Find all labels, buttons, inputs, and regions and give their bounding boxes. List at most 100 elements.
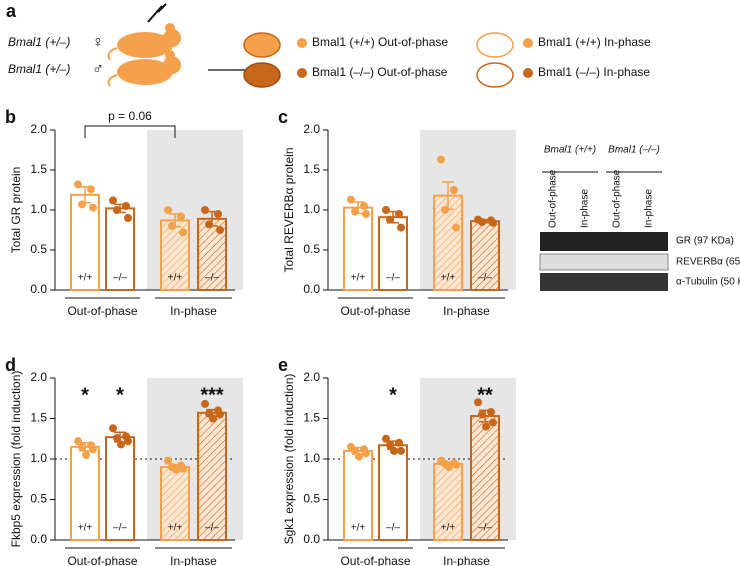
data-point xyxy=(347,195,355,204)
category-label: –/– xyxy=(386,273,400,284)
data-point xyxy=(478,410,486,419)
blot-lane: In-phase xyxy=(580,189,591,228)
data-point xyxy=(386,215,394,224)
bar xyxy=(470,415,500,542)
data-point xyxy=(78,442,86,451)
data-point xyxy=(487,408,495,417)
data-point xyxy=(177,212,185,221)
data-point xyxy=(117,440,125,449)
syringe-icon xyxy=(147,3,167,23)
data-point xyxy=(179,464,187,473)
category-label: +/+ xyxy=(351,273,366,284)
y-tick-label: 1.5 xyxy=(30,162,47,176)
parent-sex: ♂ xyxy=(92,61,104,78)
data-point xyxy=(489,418,497,427)
data-point xyxy=(164,206,172,214)
legend-label: Bmal1 (+/+) Out-of-phase xyxy=(312,35,448,49)
y-axis-label: Total REVERBα protein xyxy=(282,148,296,273)
legend-dot xyxy=(523,38,533,48)
category-label: –/– xyxy=(478,273,492,284)
data-point xyxy=(122,202,130,210)
data-point xyxy=(124,214,132,222)
blot-band-label: α-Tubulin (50 KDa) xyxy=(676,277,740,288)
data-point xyxy=(201,206,209,214)
y-axis-label: Total GR protein xyxy=(9,167,23,254)
y-tick-label: 1.5 xyxy=(303,411,320,425)
data-point xyxy=(124,437,132,446)
data-point xyxy=(382,434,390,443)
data-point xyxy=(214,210,222,218)
category-label: +/+ xyxy=(351,523,366,534)
significance: * xyxy=(81,384,89,406)
significance: *** xyxy=(200,384,224,406)
y-tick-label: 0.0 xyxy=(303,532,320,546)
blot-lane: In-phase xyxy=(644,189,655,228)
data-point xyxy=(89,445,97,454)
y-tick-label: 1.0 xyxy=(30,451,47,465)
blot-band-label: GR (97 KDa) xyxy=(676,236,734,247)
data-point xyxy=(360,202,368,210)
western-blot xyxy=(539,232,669,291)
data-point xyxy=(445,463,453,472)
y-tick-label: 2.0 xyxy=(30,370,47,384)
annotation: p = 0.06 xyxy=(108,109,152,123)
panel-letter: e xyxy=(278,355,288,375)
bar xyxy=(343,206,373,292)
data-point xyxy=(89,203,97,212)
blot-genotype: Bmal1 (–/–) xyxy=(608,145,660,156)
category-label: –/– xyxy=(478,523,492,534)
data-point xyxy=(201,399,209,408)
panel-letter: c xyxy=(278,107,288,127)
data-point xyxy=(168,222,176,230)
category-label: +/+ xyxy=(441,273,456,284)
y-tick-label: 1.0 xyxy=(303,451,320,465)
data-point xyxy=(216,410,224,419)
group-label: Out-of-phase xyxy=(67,554,137,566)
data-point xyxy=(437,155,445,164)
significance: * xyxy=(389,384,397,406)
data-point xyxy=(382,206,390,214)
group-label: Out-of-phase xyxy=(340,304,410,318)
group-label: In-phase xyxy=(170,304,217,318)
panel-letter: a xyxy=(6,1,17,21)
group-label: Out-of-phase xyxy=(67,304,137,318)
data-point xyxy=(179,228,187,237)
blot-band xyxy=(540,232,668,251)
y-tick-label: 0.0 xyxy=(303,282,320,296)
category-label: –/– xyxy=(386,523,400,534)
group-label: In-phase xyxy=(443,554,490,566)
legend-dot xyxy=(523,68,533,78)
data-point xyxy=(452,460,460,469)
y-tick-label: 0.0 xyxy=(30,532,47,546)
data-point xyxy=(87,185,95,194)
data-point xyxy=(489,218,497,227)
data-point xyxy=(395,210,403,218)
data-point xyxy=(386,441,394,450)
bar xyxy=(160,466,190,542)
category-label: +/+ xyxy=(441,523,456,534)
parent-genotype: Bmal1 (+/–) xyxy=(8,35,70,49)
y-tick-label: 1.0 xyxy=(30,202,47,216)
y-tick-label: 2.0 xyxy=(303,370,320,384)
blot-band xyxy=(539,253,669,271)
data-point xyxy=(74,437,82,446)
data-point xyxy=(78,200,86,209)
data-point xyxy=(172,465,180,474)
blot-band xyxy=(540,273,668,291)
blot-genotype: Bmal1 (+/+) xyxy=(544,145,596,156)
data-point xyxy=(109,424,117,433)
data-point xyxy=(362,449,370,458)
data-point xyxy=(397,446,405,455)
data-point xyxy=(450,186,458,194)
y-axis-label: Fkbp5 expression (fold induction) xyxy=(9,371,23,548)
parent-genotype: Bmal1 (+/–) xyxy=(8,62,70,76)
legend-label: Bmal1 (+/+) In-phase xyxy=(538,35,651,49)
data-point xyxy=(209,414,217,423)
data-point xyxy=(390,446,398,455)
category-label: +/+ xyxy=(78,523,93,534)
category-label: +/+ xyxy=(168,273,183,284)
panel-letter: b xyxy=(5,107,16,127)
data-point xyxy=(82,450,90,459)
data-point xyxy=(355,452,363,461)
category-label: +/+ xyxy=(168,523,183,534)
